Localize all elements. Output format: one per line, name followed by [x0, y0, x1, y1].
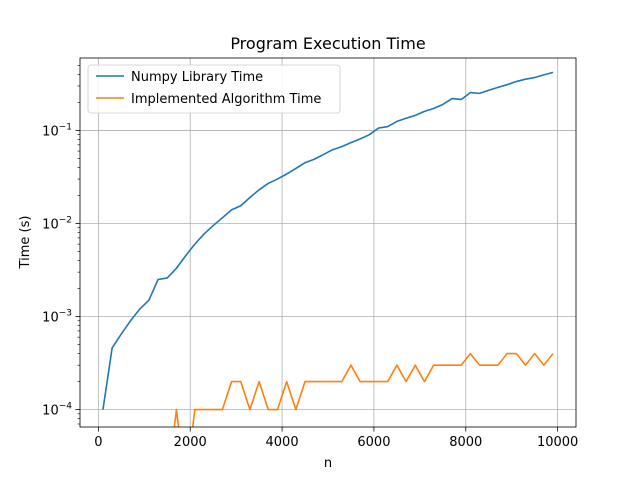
y-axis-label: Time (s): [18, 216, 33, 270]
y-tick-label: 10−1: [42, 122, 72, 139]
chart-title: Program Execution Time: [230, 34, 425, 53]
y-axis: 10−4 10−3 10−2 10−1: [42, 65, 80, 425]
grid-lines: [80, 58, 576, 427]
x-tick-label: 6000: [357, 435, 390, 450]
series-layer: [102, 71, 554, 427]
legend-label: Numpy Library Time: [131, 70, 263, 85]
x-tick-label: 8000: [449, 435, 482, 450]
y-tick-label: 10−3: [42, 309, 72, 326]
legend-box: [87, 64, 341, 114]
y-tick-label: 10−2: [42, 215, 72, 232]
x-axis: 0 2000 4000 6000 8000 10000: [94, 427, 578, 450]
legend-label: Implemented Algorithm Time: [131, 92, 321, 107]
y-tick-label: 10−4: [42, 402, 72, 419]
x-axis-label: n: [324, 456, 332, 471]
plot-frame: [79, 57, 577, 428]
legend: Numpy Library Time Implemented Algorithm …: [87, 64, 341, 114]
x-tick-label: 0: [94, 435, 102, 450]
series-line-1: [102, 71, 554, 410]
x-tick-label: 10000: [537, 435, 578, 450]
x-tick-label: 2000: [174, 435, 207, 450]
series-line-2: [173, 352, 554, 427]
x-tick-label: 4000: [266, 435, 299, 450]
